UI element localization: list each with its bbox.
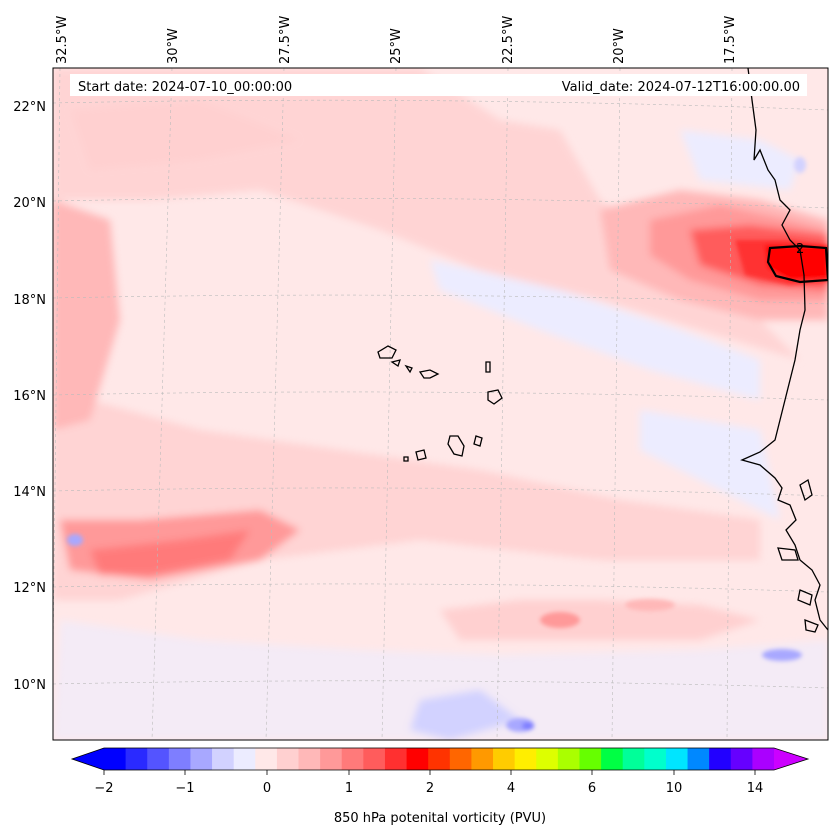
- colorbar-segment: [168, 748, 191, 770]
- colorbar-segment: [665, 748, 688, 770]
- colorbar-tick-label: 14: [747, 781, 764, 796]
- colorbar-segment: [190, 748, 213, 770]
- colorbar-segment: [687, 748, 710, 770]
- colorbar-segment: [384, 748, 407, 770]
- colorbar-segment: [449, 748, 472, 770]
- colorbar-segment: [276, 748, 299, 770]
- colorbar-segment: [147, 748, 170, 770]
- colorbar-segment: [255, 748, 278, 770]
- lon-label: 17.5°W: [723, 16, 738, 64]
- colorbar-ticks: −2 −1 0 1 2 4 6 10 14: [94, 770, 763, 796]
- colorbar-tick-label: 0: [263, 781, 271, 796]
- colorbar-title: 850 hPa potenital vorticity (PVU): [334, 811, 546, 826]
- latitude-labels: 22°N 20°N 18°N 16°N 14°N 12°N 10°N: [13, 100, 46, 693]
- lat-label: 14°N: [13, 485, 46, 500]
- header-box: [70, 74, 807, 96]
- colorbar-segment: [536, 748, 559, 770]
- lat-label: 20°N: [13, 196, 46, 211]
- colorbar-tick-label: 10: [666, 781, 683, 796]
- colorbar-segment: [493, 748, 516, 770]
- colorbar-tick-label: 4: [507, 781, 515, 796]
- lon-label: 30°W: [166, 28, 181, 64]
- colorbar-segment: [320, 748, 343, 770]
- colorbar-segment: [125, 748, 148, 770]
- colorbar-segment: [341, 748, 364, 770]
- colorbar-segment: [428, 748, 451, 770]
- colorbar-tick-label: −2: [94, 781, 113, 796]
- map-frame: [52, 67, 829, 741]
- lon-label: 27.5°W: [278, 16, 293, 64]
- colorbar-over-arrow: [774, 748, 808, 770]
- colorbar-segment: [363, 748, 386, 770]
- colorbar-tick-label: −1: [175, 781, 194, 796]
- lat-label: 16°N: [13, 389, 46, 404]
- start-date-text: Start date: 2024-07-10_00:00:00: [78, 80, 292, 95]
- colorbar-segment: [579, 748, 602, 770]
- lat-label: 10°N: [13, 678, 46, 693]
- coastline: [377, 68, 828, 633]
- colorbar-segment: [709, 748, 732, 770]
- lon-label: 25°W: [389, 28, 404, 64]
- colorbar-tick-label: 2: [426, 781, 434, 796]
- colorbar-segment: [644, 748, 667, 770]
- colorbar-under-arrow: [72, 748, 104, 770]
- lon-label: 22.5°W: [501, 16, 516, 64]
- lon-label: 32.5°W: [55, 16, 70, 64]
- colorbar-tick-label: 1: [345, 781, 353, 796]
- colorbar-segment: [622, 748, 645, 770]
- colorbar-segment: [730, 748, 753, 770]
- valid-date-text: Valid_date: 2024-07-12T16:00:00.00: [562, 80, 800, 95]
- colorbar-segment: [471, 748, 494, 770]
- lon-label: 20°W: [612, 28, 627, 64]
- colorbar-segment: [233, 748, 256, 770]
- colorbar-segment: [601, 748, 624, 770]
- lat-label: 12°N: [13, 581, 46, 596]
- colorbar-tick-label: 6: [588, 781, 596, 796]
- colorbar-segment: [514, 748, 537, 770]
- cape-verde-islands: [377, 345, 503, 462]
- colorbar-segment: [752, 748, 775, 770]
- pv-field: 2: [53, 68, 828, 740]
- longitude-labels: 32.5°W 30°W 27.5°W 25°W 22.5°W 20°W 17.5…: [55, 16, 738, 64]
- lat-label: 22°N: [13, 100, 46, 115]
- colorbar-segment: [406, 748, 429, 770]
- colorbar: −2 −1 0 1 2 4 6 10 14 850 hPa potenital vorticit…: [70, 747, 810, 826]
- colorbar-segment: [212, 748, 235, 770]
- colorbar-segments: [104, 748, 775, 770]
- colorbar-segment: [557, 748, 580, 770]
- lat-label: 18°N: [13, 293, 46, 308]
- colorbar-segment: [298, 748, 321, 770]
- colorbar-segment: [104, 748, 127, 770]
